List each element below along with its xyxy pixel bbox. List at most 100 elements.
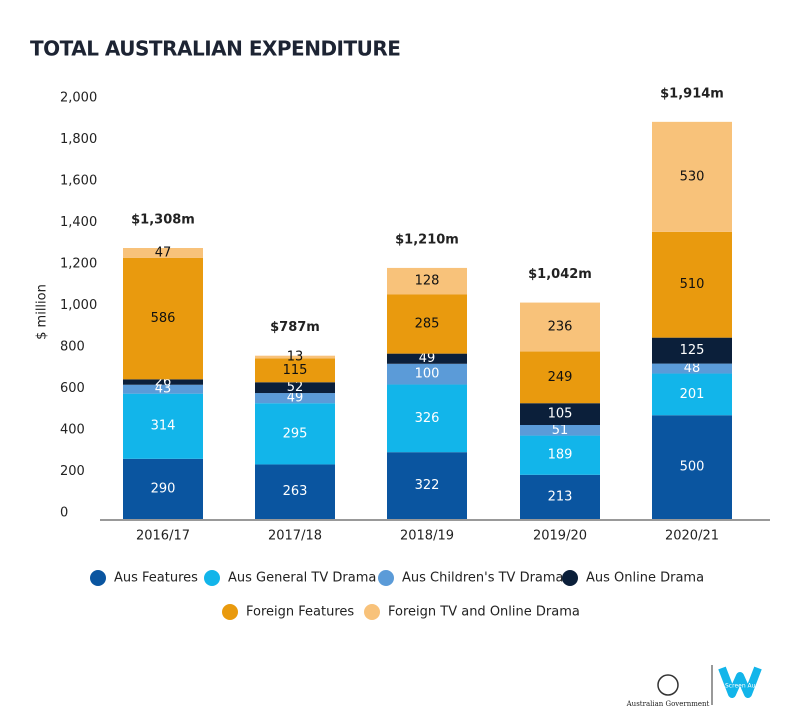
legend-label: Aus Online Drama [586,571,704,586]
total-label: $1,914m [660,86,724,101]
legend-swatch [204,570,220,586]
data-label: 322 [415,478,440,493]
legend-label: Foreign Features [246,605,354,620]
bar-segment [520,435,600,475]
y-tick-label: 1,200 [60,257,97,272]
data-label: 510 [680,277,705,292]
data-label: 13 [287,350,304,365]
bar-segment [520,474,600,519]
x-tick-label: 2017/18 [268,529,322,544]
y-tick-label: 800 [60,340,85,355]
bar-segment [652,231,732,338]
data-label: 263 [283,484,308,499]
bar-segment [387,267,467,295]
bar-segment [255,403,335,465]
legend-swatch [90,570,106,586]
logo-text: Australian Government [626,700,710,708]
legend-label: Aus Children's TV Drama [402,571,564,586]
data-label: 201 [680,387,705,402]
y-tick-label: 1,400 [60,215,97,230]
y-tick-label: 600 [60,381,85,396]
bar-segment [520,403,600,426]
crest-icon [657,674,679,696]
data-label: 115 [283,363,308,378]
total-label: $1,042m [528,267,592,282]
bar-segment [123,248,203,258]
legend-swatch [378,570,394,586]
x-tick-label: 2020/21 [665,529,719,544]
data-label: 290 [151,481,176,496]
bar-segment [520,351,600,404]
bar-segment [123,257,203,380]
screen-logo-icon [718,666,762,698]
data-label: 47 [155,245,172,260]
y-tick-label: 1,000 [60,298,97,313]
bar-segment [255,464,335,519]
bar-segment [255,393,335,404]
data-label: 530 [680,169,705,184]
data-label: 213 [548,489,573,504]
bar-segment [387,353,467,364]
y-tick-label: 400 [60,423,85,438]
bar-segment [652,337,732,364]
y-axis-label: $ million [35,284,50,340]
x-tick-label: 2016/17 [136,529,190,544]
data-label: 285 [415,317,440,332]
data-label: 249 [548,370,573,385]
data-label: 236 [548,320,573,335]
x-tick-label: 2019/20 [533,529,587,544]
logo-block: Australian Government Screen Australia [626,665,774,708]
bar-segment [123,379,203,385]
legend-swatch [562,570,578,586]
legend-label: Foreign TV and Online Drama [388,605,580,620]
data-label: 49 [287,391,304,406]
data-label: 128 [415,274,440,289]
bar-segment [652,363,732,374]
legend-label: Aus Features [114,571,198,586]
total-label: $787m [270,320,320,335]
logo-text: Screen Australia [725,683,774,690]
data-label: 100 [415,367,440,382]
bar-segment [255,382,335,394]
y-tick-label: 1,800 [60,132,97,147]
data-label: 48 [684,361,701,376]
legend-label: Aus General TV Drama [228,571,376,586]
data-label: 52 [287,380,304,395]
data-label: 500 [680,460,705,475]
bar-segment [652,415,732,519]
data-label: 314 [151,419,176,434]
bar-segment [123,458,203,519]
bar-segment [387,294,467,354]
x-tick-label: 2018/19 [400,529,454,544]
bar-segment [520,302,600,352]
legend-swatch [222,604,238,620]
data-label: 326 [415,411,440,426]
y-tick-label: 200 [60,464,85,479]
total-label: $1,308m [131,213,195,228]
data-label: 43 [155,382,172,397]
data-label: 105 [548,407,573,422]
y-tick-label: 0 [60,506,68,521]
bar-segment [255,358,335,383]
data-label: 51 [552,423,569,438]
bar-segment [652,373,732,416]
bar-segment [255,355,335,359]
total-label: $1,210m [395,232,459,247]
bar-segment [387,452,467,519]
bar-segment [387,363,467,385]
data-label: 125 [680,343,705,358]
data-label: 49 [419,351,436,366]
bar-segment [652,121,732,232]
data-label: 295 [283,426,308,441]
y-tick-label: 2,000 [60,91,97,106]
y-tick-label: 1,600 [60,174,97,189]
bar-segment [387,384,467,453]
legend-swatch [364,604,380,620]
chart-title: TOTAL AUSTRALIAN EXPENDITURE [30,37,400,61]
data-label: 586 [151,311,176,326]
data-label: 189 [548,448,573,463]
bar-segment [123,384,203,394]
bar-segment [520,425,600,436]
bar-segment [123,393,203,459]
